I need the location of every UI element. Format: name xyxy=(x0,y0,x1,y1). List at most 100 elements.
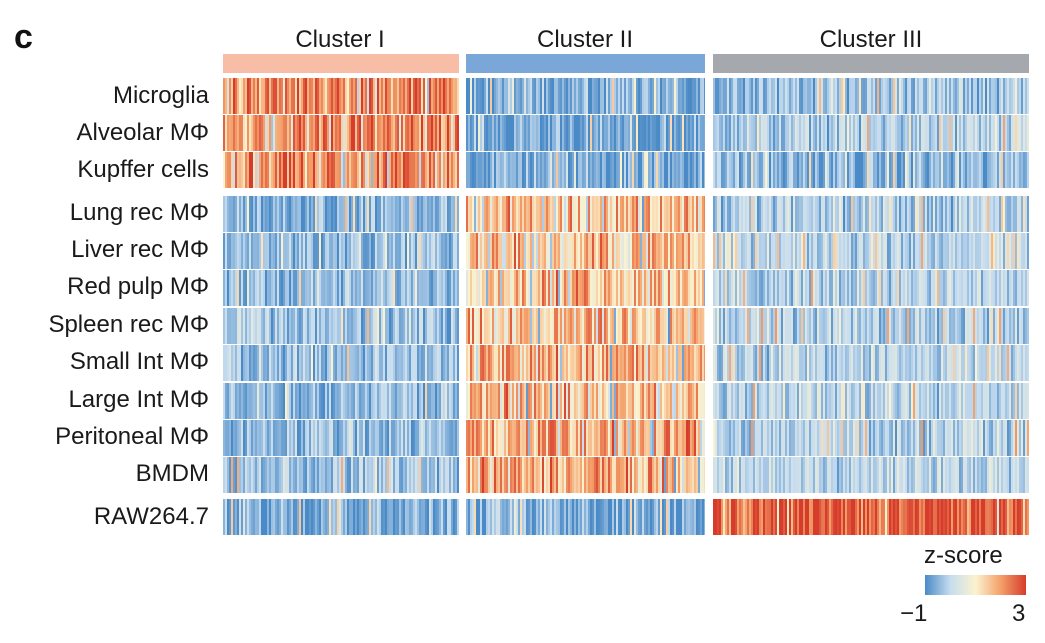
heat-cell xyxy=(931,115,933,151)
heat-cell xyxy=(656,383,658,419)
heat-cell xyxy=(628,270,630,306)
heat-cell xyxy=(439,420,441,456)
heat-cell xyxy=(801,345,803,381)
heat-cell xyxy=(955,233,957,269)
heat-cell xyxy=(893,499,895,535)
heat-cell xyxy=(233,383,235,419)
heat-cell xyxy=(492,345,494,381)
heat-cell xyxy=(455,233,457,269)
heat-cell xyxy=(889,383,891,419)
heat-cell xyxy=(662,152,664,188)
heat-cell xyxy=(602,233,604,269)
heat-cell xyxy=(883,308,885,344)
heat-cell xyxy=(670,383,672,419)
heat-cell xyxy=(468,196,470,232)
heat-cell xyxy=(672,499,674,535)
heat-cell xyxy=(632,115,634,151)
heat-cell xyxy=(269,383,271,419)
heat-cell xyxy=(943,152,945,188)
heat-cell xyxy=(413,270,415,306)
heat-cell xyxy=(965,270,967,306)
heat-cell xyxy=(241,383,243,419)
heat-cell xyxy=(951,308,953,344)
heat-cell xyxy=(261,152,263,188)
heat-cell xyxy=(347,233,349,269)
heat-cell xyxy=(919,345,921,381)
heat-cell xyxy=(995,152,997,188)
heat-cell xyxy=(562,499,564,535)
heat-cell xyxy=(626,308,628,344)
heat-cell xyxy=(357,345,359,381)
heat-cell xyxy=(333,308,335,344)
heat-cell xyxy=(839,457,841,493)
heat-cell xyxy=(781,152,783,188)
heat-cell xyxy=(524,115,526,151)
heat-cell xyxy=(935,420,937,456)
heat-cell xyxy=(528,270,530,306)
heat-cell xyxy=(389,345,391,381)
heat-cell xyxy=(715,270,717,306)
heat-cell xyxy=(873,115,875,151)
heat-cell xyxy=(933,115,935,151)
heat-cell xyxy=(875,152,877,188)
heat-cell xyxy=(771,233,773,269)
heat-cell xyxy=(967,457,969,493)
heat-cell xyxy=(636,270,638,306)
heat-cell xyxy=(614,270,616,306)
heat-cell xyxy=(911,270,913,306)
heat-cell xyxy=(403,499,405,535)
heat-cell xyxy=(951,345,953,381)
heat-cell xyxy=(466,308,468,344)
heat-cell xyxy=(608,78,610,114)
heat-cell xyxy=(889,270,891,306)
heat-cell xyxy=(562,233,564,269)
heat-cell xyxy=(265,499,267,535)
heat-cell xyxy=(1001,196,1003,232)
heat-cell xyxy=(508,383,510,419)
heat-cell xyxy=(700,383,702,419)
heat-cell xyxy=(349,196,351,232)
heat-block-r7-c0 xyxy=(223,345,459,381)
heat-cell xyxy=(672,383,674,419)
heat-cell xyxy=(1011,457,1013,493)
heat-cell xyxy=(490,457,492,493)
heat-cell xyxy=(604,383,606,419)
heat-cell xyxy=(682,270,684,306)
heat-cell xyxy=(793,115,795,151)
heat-cell xyxy=(405,152,407,188)
heat-cell xyxy=(566,457,568,493)
heat-cell xyxy=(417,233,419,269)
heat-cell xyxy=(223,420,225,456)
heat-cell xyxy=(811,233,813,269)
heat-cell xyxy=(574,115,576,151)
heat-cell xyxy=(715,499,717,535)
heat-cell xyxy=(319,78,321,114)
heat-cell xyxy=(781,233,783,269)
heat-cell xyxy=(510,78,512,114)
heat-cell xyxy=(845,78,847,114)
heat-cell xyxy=(626,499,628,535)
heat-cell xyxy=(425,457,427,493)
heat-cell xyxy=(901,233,903,269)
heat-cell xyxy=(267,270,269,306)
heat-cell xyxy=(307,270,309,306)
heat-cell xyxy=(927,115,929,151)
heat-cell xyxy=(598,420,600,456)
heat-cell xyxy=(403,152,405,188)
heat-cell xyxy=(243,78,245,114)
heat-cell xyxy=(646,152,648,188)
heat-cell xyxy=(626,457,628,493)
heat-cell xyxy=(694,270,696,306)
heat-cell xyxy=(271,308,273,344)
heat-cell xyxy=(437,457,439,493)
heat-cell xyxy=(903,499,905,535)
heat-cell xyxy=(793,270,795,306)
heat-cell xyxy=(767,345,769,381)
heat-cell xyxy=(389,308,391,344)
heat-cell xyxy=(945,420,947,456)
heat-cell xyxy=(325,78,327,114)
heat-cell xyxy=(893,152,895,188)
heat-cell xyxy=(877,270,879,306)
heat-cell xyxy=(785,233,787,269)
heat-cell xyxy=(783,152,785,188)
